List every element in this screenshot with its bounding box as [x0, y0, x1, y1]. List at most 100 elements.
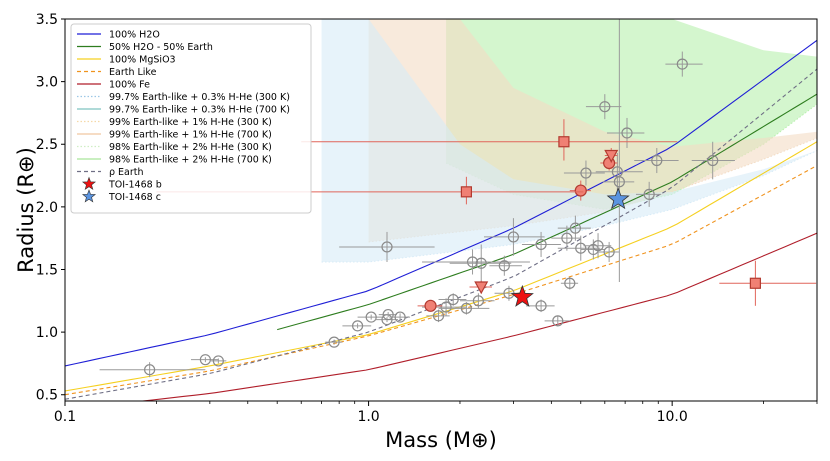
literature-planet-16 — [459, 293, 495, 309]
literature-planet-marker — [507, 231, 520, 243]
highlighted-planet-triangle — [474, 281, 489, 295]
legend-label: ρ Earth — [109, 167, 144, 178]
highlighted-planet-7 — [604, 148, 619, 164]
legend-entry-99-7-earth-like-0-3-h-he-700-k: 99.7% Earth-like + 0.3% H-He (700 K) — [77, 105, 290, 116]
literature-planet-marker — [561, 232, 573, 244]
literature-planet-7 — [378, 308, 397, 321]
model-curve-earth — [65, 68, 817, 400]
y-tick-label: 1.5 — [36, 262, 58, 278]
model-curve-100-h2o — [65, 39, 817, 367]
literature-planet-marker — [472, 295, 484, 307]
model-curve-earth-like — [65, 165, 817, 396]
literature-planet-marker — [575, 242, 587, 254]
literature-planet-marker — [552, 315, 564, 327]
highlighted-planet-circle — [424, 299, 437, 312]
highlighted-planet-circle — [574, 184, 587, 197]
legend-label: 99.7% Earth-like + 0.3% H-He (300 K) — [109, 92, 290, 103]
literature-planet-marker — [447, 293, 459, 306]
literature-planet-29 — [583, 233, 612, 259]
literature-planet-5 — [357, 311, 384, 323]
plot-frame — [64, 18, 818, 402]
legend-label: Earth Like — [109, 67, 157, 78]
star-marker-toi-1468-c — [606, 187, 630, 210]
legend-star-marker — [81, 189, 97, 203]
legend-label: 99% Earth-like + 1% H-He (700 K) — [109, 130, 272, 141]
legend-entry-toi-1468-c: TOI-1468 c — [81, 189, 161, 203]
literature-planet-8 — [389, 311, 411, 323]
highlighted-planet-square — [749, 277, 761, 289]
literature-planet-marker — [466, 256, 479, 268]
highlighted-planet-0 — [417, 299, 443, 312]
star-marker-toi-1468-b — [510, 284, 534, 307]
literature-planet-marker — [535, 300, 547, 312]
literature-planet-19 — [484, 218, 545, 256]
legend-entry-100-h2o: 100% H2O — [77, 30, 160, 41]
literature-planet-38 — [691, 141, 735, 180]
literature-planet-17 — [489, 255, 522, 276]
legend-entry-toi-1468-b: TOI-1468 b — [81, 176, 162, 191]
literature-planet-22 — [544, 315, 570, 327]
literature-planet-marker — [199, 354, 211, 366]
y-tick-label: 3.0 — [36, 75, 58, 91]
hhe-envelope-regions — [321, 19, 817, 263]
legend-label: 100% H2O — [109, 30, 160, 41]
literature-planet-marker — [394, 311, 406, 323]
highlighted-planet-triangle — [604, 149, 619, 163]
legend-entry-earth-like: Earth Like — [77, 67, 157, 78]
highlighted-planet-6 — [469, 280, 492, 295]
legend-entry-100-fe: 100% Fe — [77, 80, 150, 91]
literature-planet-marker — [676, 58, 688, 70]
literature-planet-marker — [144, 364, 156, 376]
literature-planet-marker — [498, 260, 510, 272]
literature-planet-35 — [635, 181, 662, 207]
literature-planet-27 — [563, 160, 605, 186]
legend-label: 100% Fe — [109, 80, 150, 91]
literature-planet-marker — [535, 238, 547, 251]
legend-star-marker — [81, 176, 97, 190]
highlighted-planet-square — [558, 136, 570, 148]
literature-planet-marker — [212, 355, 224, 367]
y-tick-label: 1.0 — [36, 325, 58, 341]
literature-planet-marker — [460, 302, 472, 314]
legend-entry-earth: ρ Earth — [77, 167, 144, 178]
literature-planet-21 — [521, 231, 561, 257]
composition-model-curves — [65, 39, 817, 401]
legend-entry-98-earth-like-2-h-he-300-k: 98% Earth-like + 2% H-He (300 K) — [77, 142, 272, 153]
legend-label: 100% MgSiO3 — [109, 55, 176, 66]
literature-planet-15 — [449, 244, 512, 283]
y-tick-label: 2.0 — [36, 200, 58, 216]
highlighted-planet-5 — [719, 260, 817, 306]
literature-planet-marker — [613, 176, 625, 188]
legend-entry-99-7-earth-like-0-3-h-he-300-k: 99.7% Earth-like + 0.3% H-He (300 K) — [77, 92, 290, 103]
literature-planet-34 — [606, 117, 645, 149]
legend-entry-100-mgsio3: 100% MgSiO3 — [77, 55, 176, 66]
literature-planet-marker — [440, 301, 452, 313]
literature-planet-36 — [634, 148, 679, 174]
y-tick-label: 2.5 — [36, 137, 58, 153]
planet-markers — [99, 19, 817, 378]
legend-entry-50-h2o-50-earth: 50% H2O - 50% Earth — [77, 42, 213, 53]
legend-entry-99-earth-like-1-h-he-700-k: 99% Earth-like + 1% H-He (700 K) — [77, 130, 272, 141]
literature-planet-marker — [651, 154, 663, 167]
y-tick-label: 0.5 — [36, 388, 58, 404]
literature-planet-marker — [580, 167, 592, 179]
y-tick-label: 3.5 — [36, 12, 58, 28]
legend-label: 50% H2O - 50% Earth — [109, 42, 213, 53]
legend-entry-98-earth-like-2-h-he-700-k: 98% Earth-like + 2% H-He (700 K) — [77, 155, 272, 166]
literature-planet-marker — [328, 336, 340, 348]
literature-planet-0 — [99, 362, 206, 378]
literature-planet-20 — [525, 299, 555, 313]
literature-planet-25 — [557, 215, 591, 241]
literature-planet-marker — [381, 241, 393, 253]
model-curve-100-fe — [138, 232, 817, 401]
highlighted-planet-square — [460, 186, 472, 198]
legend-label: 98% Earth-like + 2% H-He (300 K) — [109, 142, 272, 153]
literature-planet-3 — [325, 336, 343, 348]
legend-label: TOI-1468 c — [108, 192, 161, 203]
envelope-edge-99-7-earth-like-0-3-h-he-700-k — [321, 150, 817, 263]
legend-label: 98% Earth-like + 2% H-He (700 K) — [109, 155, 272, 166]
literature-planet-marker — [382, 308, 394, 321]
literature-planet-9 — [339, 231, 435, 262]
x-tick-label: 1.0 — [357, 409, 379, 425]
